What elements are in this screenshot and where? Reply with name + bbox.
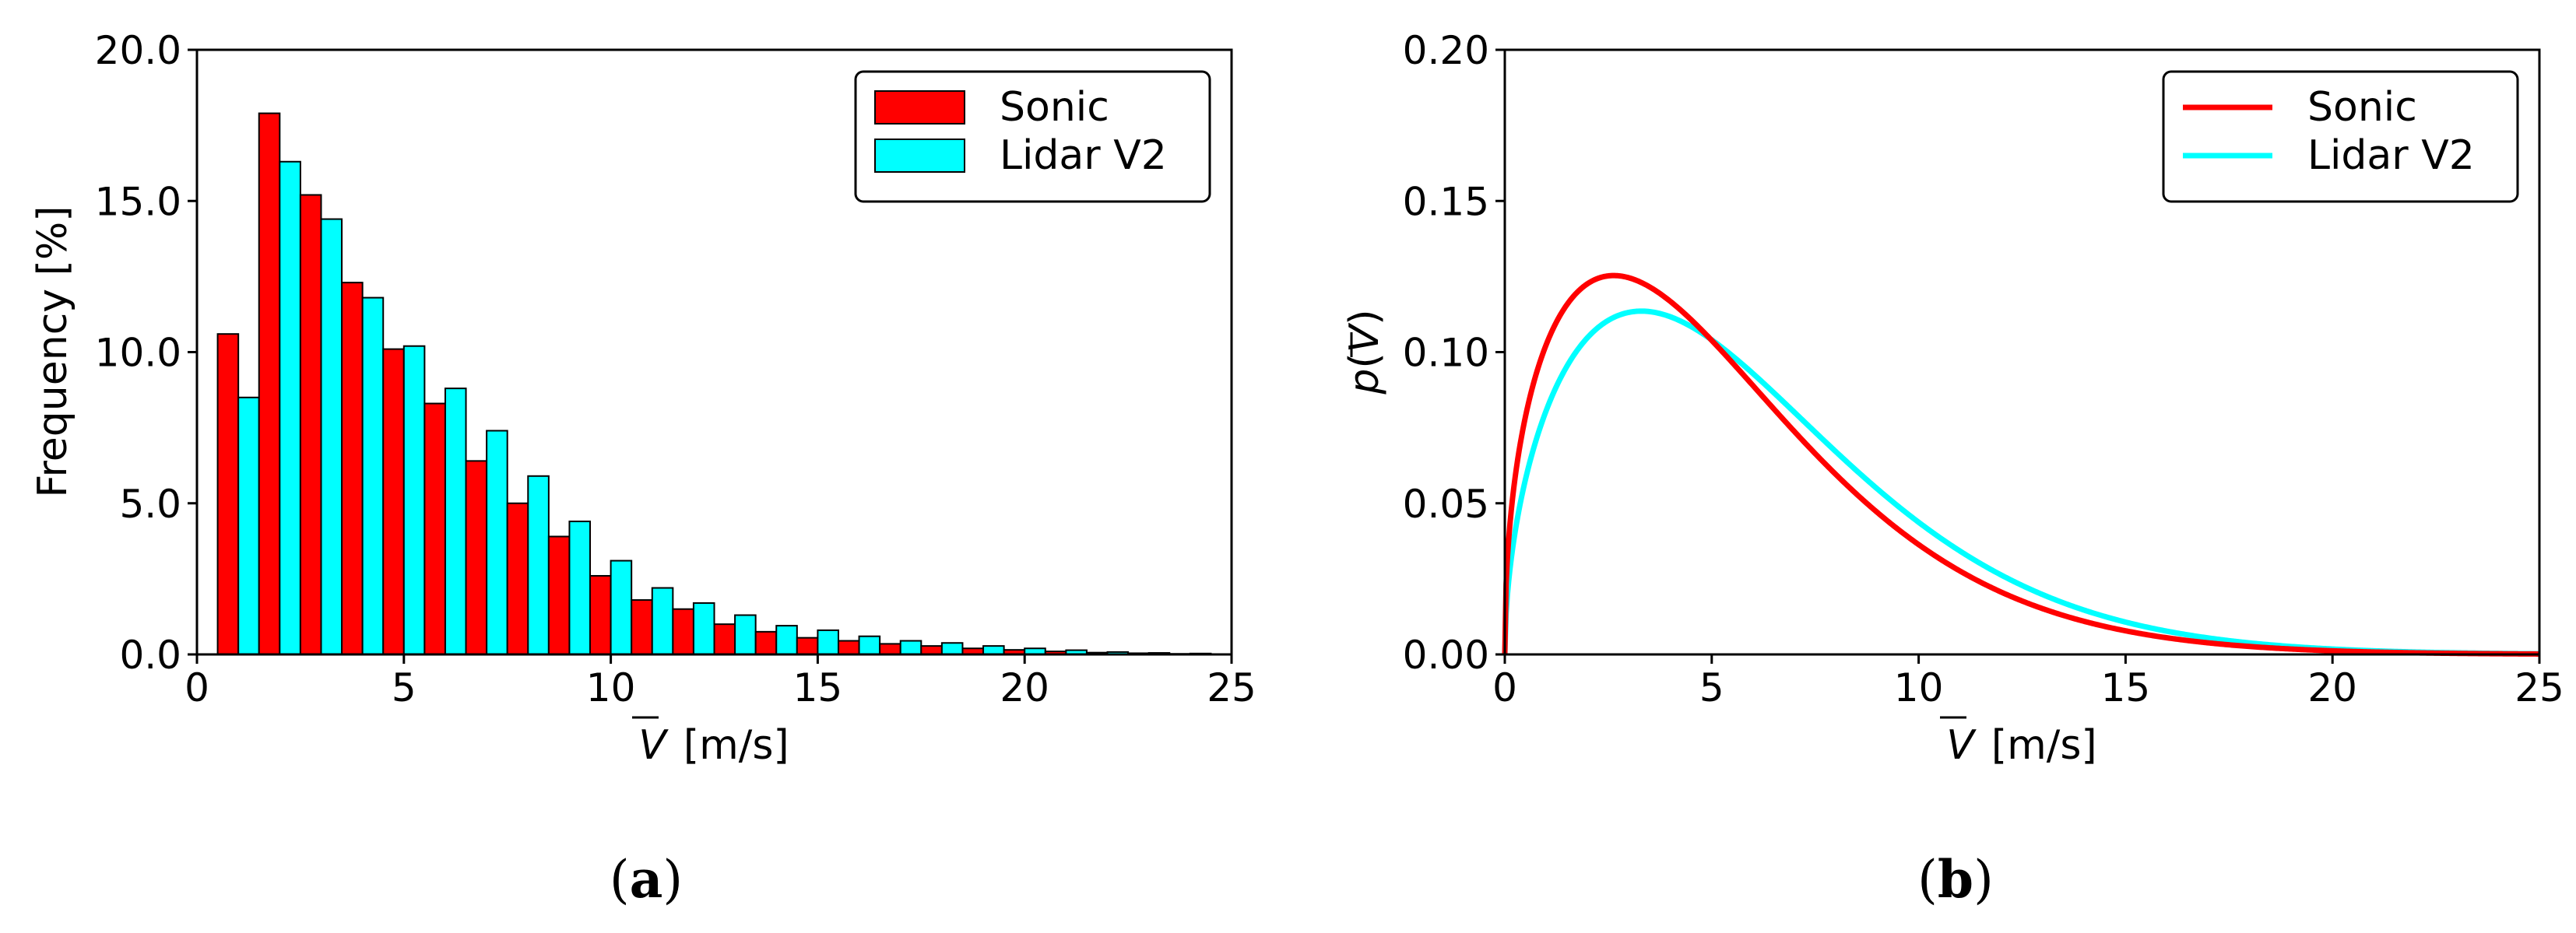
panel-a-ytick-label: 20.0 [95,28,181,73]
panel-a-caption-letter: a [630,849,663,910]
legend-label-sonic: Sonic [1000,84,1109,131]
bar-lidar-v2 [940,642,964,655]
panel-b-xlabel: V [m/s] [1946,722,2096,769]
curve-sonic [1502,272,2541,657]
bar-lidar-v2 [486,430,508,655]
bar-sonic [216,333,240,655]
bar-sonic [589,574,612,655]
panel-b-xtick-label: 20 [2307,665,2357,710]
bar-sonic [879,643,901,656]
bar-lidar-v2 [444,388,467,655]
panel-b-ytick-label: 0.15 [1403,179,1489,224]
panel-a-histogram: 0 5 10 15 20 25 0.0 5.0 10.0 15.0 20.0 SonicLidar … [30,28,1256,910]
legend-swatch-lidar-v2 [874,139,965,173]
panel-a-axes-frame [195,48,1233,656]
bar-lidar-v2 [982,645,1005,655]
panel-b-xtick-label: 25 [2514,665,2564,710]
panel-a-xtick-label: 10 [586,665,636,710]
legend-label-sonic: Sonic [2307,84,2417,131]
bar-sonic [837,640,860,656]
panel-a-xtick-label: 5 [392,665,416,710]
panel-b-xtick-label: 10 [1894,665,1944,710]
bar-sonic [920,645,943,655]
panel-a-ytick-label: 15.0 [95,179,181,224]
density-curves [1502,272,2541,657]
panel-b-caption-letter: b [1938,849,1973,910]
legend-label-lidar-v2: Lidar V2 [2307,132,2475,179]
panel-a-ylabel: Frequency [%] [30,205,76,497]
panel-a-xlabel-var: V [638,722,669,769]
bar-lidar-v2 [527,475,550,656]
bar-lidar-v2 [402,345,426,655]
bar-lidar-v2 [279,160,301,655]
bar-sonic [423,402,446,655]
legend-box [2162,70,2519,203]
panel-a-caption: (a) [610,849,683,910]
panel-b-caption: (b) [1917,849,1994,910]
bar-lidar-v2 [320,218,343,655]
panel-a-xtick-label: 25 [1207,665,1256,710]
bar-lidar-v2 [858,635,881,656]
panel-b-ylabel-var: V [1341,322,1388,353]
bar-sonic [299,194,322,656]
bar-lidar-v2 [568,521,592,655]
bar-sonic [631,599,653,656]
bar-lidar-v2 [775,625,798,656]
panel-b-axes-frame [1503,48,2541,656]
panel-b-ytick-label: 0.20 [1403,28,1489,73]
panel-a-ticks: 0 5 10 15 20 25 0.0 5.0 10.0 15.0 20.0 [95,28,1256,710]
panel-b-ytick-label: 0.10 [1403,331,1489,376]
panel-b-xlabel-var: V [1946,722,1977,769]
bar-lidar-v2 [817,629,839,655]
panel-b-ticks: 0 5 10 15 20 25 0.00 0.05 0.10 0.15 0.20 [1403,28,2564,710]
panel-b-xtick-label: 15 [2101,665,2151,710]
panel-a-xlabel: V [m/s] [638,722,789,769]
bar-sonic [547,535,571,655]
panel-b-ytick-label: 0.00 [1403,633,1489,678]
panel-a-ytick-label: 0.0 [119,633,181,678]
bar-lidar-v2 [692,602,715,656]
panel-a-ytick-label: 5.0 [119,482,181,527]
histogram-bars [216,112,1212,656]
panel-b-xlabel-unit: [m/s] [1991,722,2097,769]
panel-a-xtick-label: 15 [793,665,843,710]
bar-sonic [258,112,281,655]
bar-lidar-v2 [899,640,923,656]
panel-a-xtick-label: 20 [1000,665,1049,710]
bar-sonic [672,608,694,655]
bar-sonic [341,282,364,655]
panel-a-ytick-label: 10.0 [95,331,181,376]
bar-sonic [465,460,488,655]
panel-a-xtick-label: 0 [185,665,209,710]
bar-lidar-v2 [361,296,385,655]
bar-sonic [382,348,405,655]
panel-b-ylabel-func: p [1341,369,1388,395]
legend-label-lidar-v2: Lidar V2 [1000,132,1167,179]
bar-sonic [506,502,529,655]
bar-lidar-v2 [734,614,757,655]
legend-swatch-sonic [874,90,965,125]
bar-lidar-v2 [237,396,260,655]
panel-b-density: 0 5 10 15 20 25 0.00 0.05 0.10 0.15 0.20 SonicLida… [1341,28,2564,910]
bar-lidar-v2 [651,587,674,656]
bar-sonic [796,637,819,656]
panel-b-ylabel: p(V) [1341,309,1388,395]
bar-sonic [754,630,778,655]
bar-lidar-v2 [610,559,633,656]
bar-sonic [713,623,736,656]
panel-a-xlabel-unit: [m/s] [684,722,789,769]
panel-b-xtick-label: 0 [1492,665,1517,710]
panel-b-ytick-label: 0.05 [1403,482,1489,527]
panel-b-xtick-label: 5 [1699,665,1724,710]
